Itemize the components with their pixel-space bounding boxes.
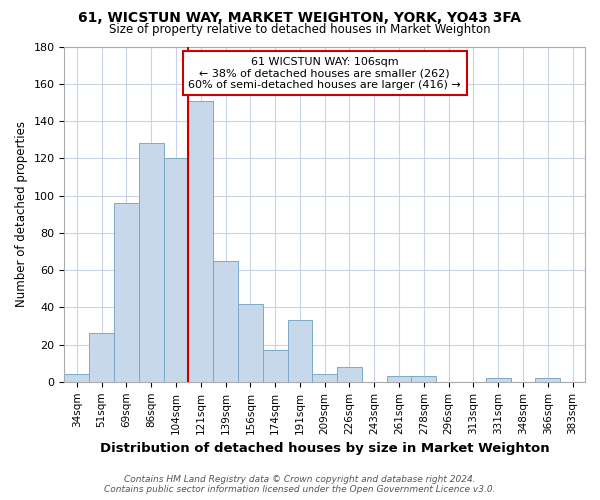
Bar bbox=[89, 334, 114, 382]
Bar bbox=[263, 350, 287, 382]
Bar bbox=[386, 376, 412, 382]
Text: 61 WICSTUN WAY: 106sqm
← 38% of detached houses are smaller (262)
60% of semi-de: 61 WICSTUN WAY: 106sqm ← 38% of detached… bbox=[188, 56, 461, 90]
Bar bbox=[64, 374, 89, 382]
Y-axis label: Number of detached properties: Number of detached properties bbox=[15, 121, 28, 307]
Bar bbox=[412, 376, 436, 382]
X-axis label: Distribution of detached houses by size in Market Weighton: Distribution of detached houses by size … bbox=[100, 442, 550, 455]
Bar bbox=[337, 367, 362, 382]
Bar bbox=[213, 260, 238, 382]
Bar bbox=[486, 378, 511, 382]
Text: Size of property relative to detached houses in Market Weighton: Size of property relative to detached ho… bbox=[109, 22, 491, 36]
Bar bbox=[139, 144, 164, 382]
Bar bbox=[313, 374, 337, 382]
Bar bbox=[114, 203, 139, 382]
Bar bbox=[238, 304, 263, 382]
Bar bbox=[535, 378, 560, 382]
Bar bbox=[287, 320, 313, 382]
Text: Contains HM Land Registry data © Crown copyright and database right 2024.
Contai: Contains HM Land Registry data © Crown c… bbox=[104, 474, 496, 494]
Bar bbox=[188, 100, 213, 382]
Text: 61, WICSTUN WAY, MARKET WEIGHTON, YORK, YO43 3FA: 61, WICSTUN WAY, MARKET WEIGHTON, YORK, … bbox=[79, 11, 521, 25]
Bar bbox=[164, 158, 188, 382]
